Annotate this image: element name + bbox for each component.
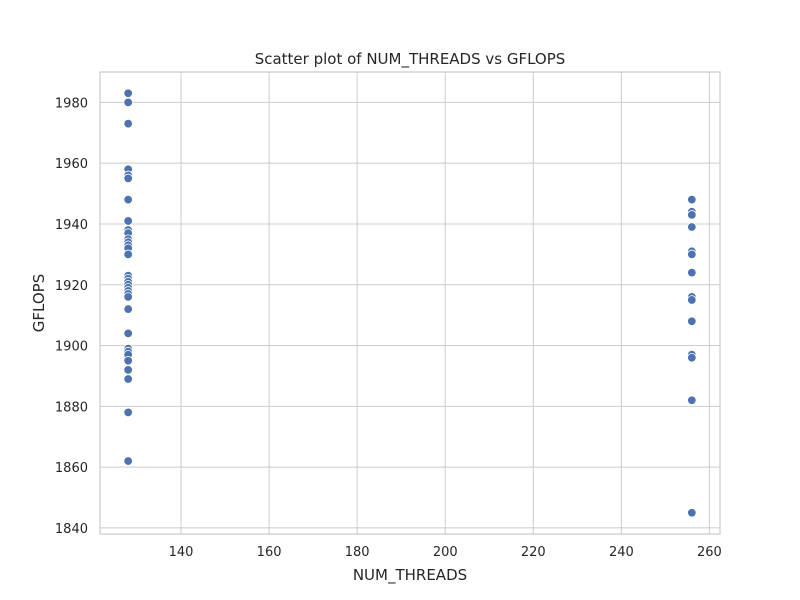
x-tick-label: 260: [697, 545, 722, 560]
scatter-point: [123, 216, 133, 226]
scatter-point: [123, 194, 133, 205]
x-axis-label: NUM_THREADS: [353, 566, 467, 585]
plot-area-frame: [99, 71, 721, 535]
y-tick-label: 1860: [55, 461, 88, 476]
y-tick-label: 1980: [55, 96, 88, 111]
y-tick-label: 1940: [55, 218, 88, 233]
scatter-point: [123, 407, 133, 418]
scatter-point: [123, 374, 133, 384]
y-tick-label: 1880: [55, 400, 88, 415]
scatter-point: [687, 249, 697, 260]
scatter-point: [123, 249, 133, 260]
scatter-point: [123, 356, 133, 366]
x-tick-label: 220: [521, 545, 546, 560]
scatter-point: [687, 316, 697, 326]
y-tick-label: 1920: [55, 279, 88, 294]
scatter-point: [687, 353, 697, 363]
y-tick-label: 1900: [55, 340, 88, 355]
x-tick-label: 140: [169, 545, 194, 560]
chart-title: Scatter plot of NUM_THREADS vs GFLOPS: [255, 50, 566, 69]
scatter-point: [123, 456, 133, 466]
scatter-point: [687, 508, 697, 518]
x-tick-label: 240: [609, 545, 634, 560]
scatter-point: [687, 222, 697, 232]
x-tick-label: 200: [433, 545, 458, 560]
scatter-point: [123, 365, 133, 375]
scatter-point: [687, 395, 697, 405]
scatter-point: [123, 97, 133, 108]
grid-lines: [100, 72, 720, 534]
scatter-point: [687, 267, 697, 278]
y-tick-label: 1840: [55, 522, 88, 537]
y-tick-label: 1960: [55, 157, 88, 172]
scatter-point: [687, 295, 697, 305]
x-tick-label: 180: [345, 545, 370, 560]
scatter-point: [687, 194, 697, 205]
scatter-point: [123, 328, 133, 339]
x-tick-label: 160: [257, 545, 282, 560]
scatter-point: [687, 210, 697, 220]
data-points: [123, 88, 697, 518]
scatter-point: [123, 88, 133, 98]
scatter-point: [123, 173, 133, 184]
y-axis-label: GFLOPS: [30, 274, 48, 332]
scatter-point: [123, 292, 133, 302]
tick-labels: 140 160 180 200 220 240 260 1840 1860 1880 1900 192…: [55, 96, 722, 560]
scatter-point: [123, 118, 133, 129]
scatter-point: [123, 304, 133, 314]
